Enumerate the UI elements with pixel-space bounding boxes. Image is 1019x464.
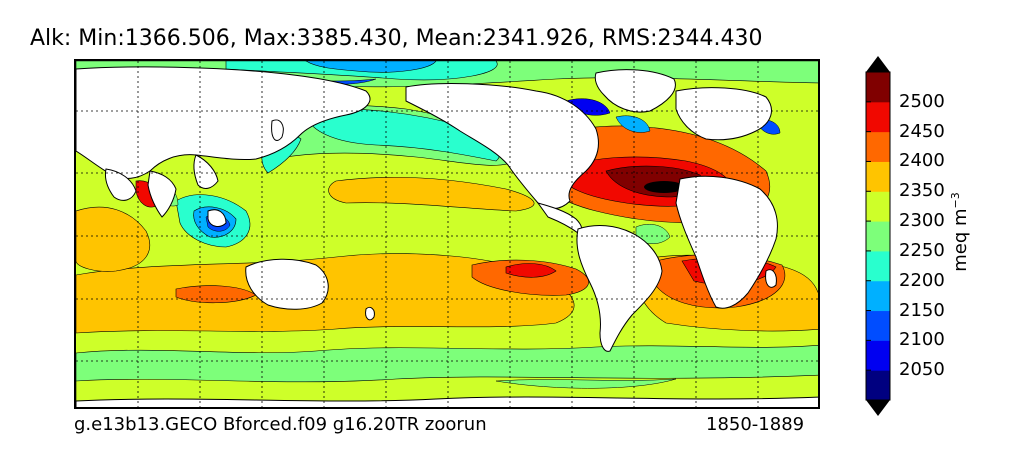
period-label: 1850-1889 <box>706 414 805 435</box>
new-zealand <box>365 306 375 321</box>
colorbar-unit-label: meq m−3 <box>949 192 971 272</box>
colorbar-tick-label: 2350 <box>899 180 945 202</box>
indian-2350 <box>76 206 151 272</box>
colorbar-tick-label: 2500 <box>899 90 945 112</box>
north-america <box>405 83 599 210</box>
asia <box>76 66 371 179</box>
borneo <box>207 209 227 227</box>
colorbar-segment <box>866 191 890 222</box>
india <box>147 170 177 218</box>
north-pacific-2200 <box>305 108 501 162</box>
colorbar-segment <box>866 310 890 341</box>
plot-title: Alk: Min:1366.506, Max:3385.430, Mean:23… <box>30 26 763 51</box>
greenland <box>594 69 676 113</box>
colorbar-tick-label: 2400 <box>899 150 945 172</box>
colorbar-over-arrow <box>866 56 890 72</box>
south-america <box>576 225 663 352</box>
land-masses <box>76 66 818 407</box>
southeast-asia <box>193 154 219 189</box>
madagascar <box>765 269 777 288</box>
labrador-2150 <box>615 115 651 133</box>
colorbar-segment <box>866 101 890 133</box>
alkalinity-map <box>74 59 820 409</box>
colorbar-outline <box>865 71 891 401</box>
colorbar-segment <box>866 72 890 103</box>
colorbar-tick-label: 2450 <box>899 120 945 142</box>
map-gridlines <box>76 61 818 407</box>
colorbar-segment <box>866 250 890 282</box>
colorbar-tick-label: 2300 <box>899 210 945 232</box>
colorbar-tick-label: 2100 <box>899 329 945 351</box>
colorbar-tick-label: 2050 <box>899 359 945 381</box>
southern-ocean-2250b <box>495 378 677 389</box>
colorbar-segment <box>866 221 890 252</box>
pacific-north-2350 <box>328 177 535 212</box>
australia <box>245 258 329 310</box>
north-atlantic-max <box>644 181 684 193</box>
colorbar-under-arrow <box>866 400 890 416</box>
south-pacific-2400 <box>471 259 589 296</box>
colorbar-segment <box>866 131 890 162</box>
arabia <box>105 168 137 201</box>
colorbar-tick-label: 2250 <box>899 239 945 261</box>
colorbar <box>865 56 891 416</box>
colorbar-segment <box>866 280 890 312</box>
map-canvas <box>76 61 818 407</box>
case-name-label: g.e13b13.GECO Bforced.f09 g16.20TR zooru… <box>74 414 487 435</box>
antarctica <box>76 396 818 407</box>
colorbar-segment <box>866 340 890 371</box>
unit-exponent: −3 <box>949 192 962 209</box>
unit-text: meq m <box>950 208 971 272</box>
colorbar-tick-label: 2200 <box>899 269 945 291</box>
japan <box>271 119 284 141</box>
colorbar-segment <box>866 161 890 192</box>
colorbar-tick-label: 2150 <box>899 299 945 321</box>
south-pacific-2450 <box>505 263 557 278</box>
europe <box>675 87 772 141</box>
colorbar-segment <box>866 370 890 401</box>
arctic-band-2150 <box>305 61 437 73</box>
